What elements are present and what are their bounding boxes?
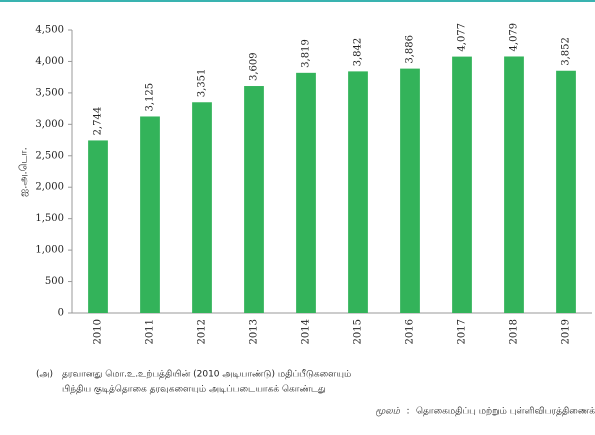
x-tick-label: 2016: [405, 319, 416, 344]
y-tick-label: 3,000: [35, 119, 64, 130]
bar: [452, 56, 472, 314]
value-label: 3,842: [353, 38, 364, 67]
top-border: [0, 0, 595, 2]
value-label: 3,852: [561, 37, 572, 66]
note-marker: (அ): [36, 370, 53, 380]
value-label: 3,351: [197, 69, 208, 98]
value-label: 3,609: [249, 52, 260, 81]
source-label: மூலம்: [375, 407, 400, 417]
note-line: பிந்திய குடித்தொகை தரவுகளையும் அடிப்படைய…: [62, 385, 326, 396]
x-tick-label: 2010: [93, 319, 104, 344]
source-text: தொகைமதிப்பு மற்றும் புள்ளிவிபரத்திணைக்கள…: [416, 407, 595, 417]
bar: [244, 86, 264, 313]
bar: [556, 70, 576, 313]
value-label: 3,819: [301, 39, 312, 68]
y-tick-label: 500: [45, 276, 64, 287]
x-tick-label: 2015: [353, 319, 364, 344]
bar: [504, 56, 524, 313]
bar: [88, 140, 108, 313]
x-tick-label: 2013: [249, 319, 260, 344]
note-line: தரவானது மொ.உ.உற்பத்தியின் (2010 அடியாண்ட…: [62, 370, 351, 380]
value-label: 2,744: [93, 107, 104, 136]
value-label: 4,077: [457, 23, 468, 52]
value-label: 3,125: [145, 83, 156, 112]
bar: [296, 72, 316, 313]
source-separator: :: [406, 407, 409, 417]
y-tick-label: 2,500: [35, 150, 64, 161]
x-tick-label: 2017: [457, 319, 468, 344]
y-tick-label: 4,500: [35, 25, 64, 36]
x-tick-label: 2018: [509, 319, 520, 344]
x-tick-label: 2019: [561, 319, 572, 344]
y-tick-label: 1,500: [35, 213, 64, 224]
bar: [348, 71, 368, 313]
y-axis-label: ஐ.அ.டொ.: [19, 147, 30, 197]
x-tick-label: 2011: [145, 319, 156, 344]
x-tick-label: 2014: [301, 319, 312, 344]
y-tick-label: 4,000: [35, 56, 64, 67]
y-tick-label: 1,000: [35, 245, 64, 256]
x-tick-label: 2012: [197, 319, 208, 344]
bar: [192, 102, 212, 313]
value-label: 4,079: [509, 23, 520, 52]
y-tick-label: 3,500: [35, 87, 64, 98]
y-tick-label: 0: [58, 308, 64, 319]
y-tick-label: 2,000: [35, 182, 64, 193]
value-label: 3,886: [405, 35, 416, 64]
bar: [140, 116, 160, 313]
bar: [400, 68, 420, 314]
